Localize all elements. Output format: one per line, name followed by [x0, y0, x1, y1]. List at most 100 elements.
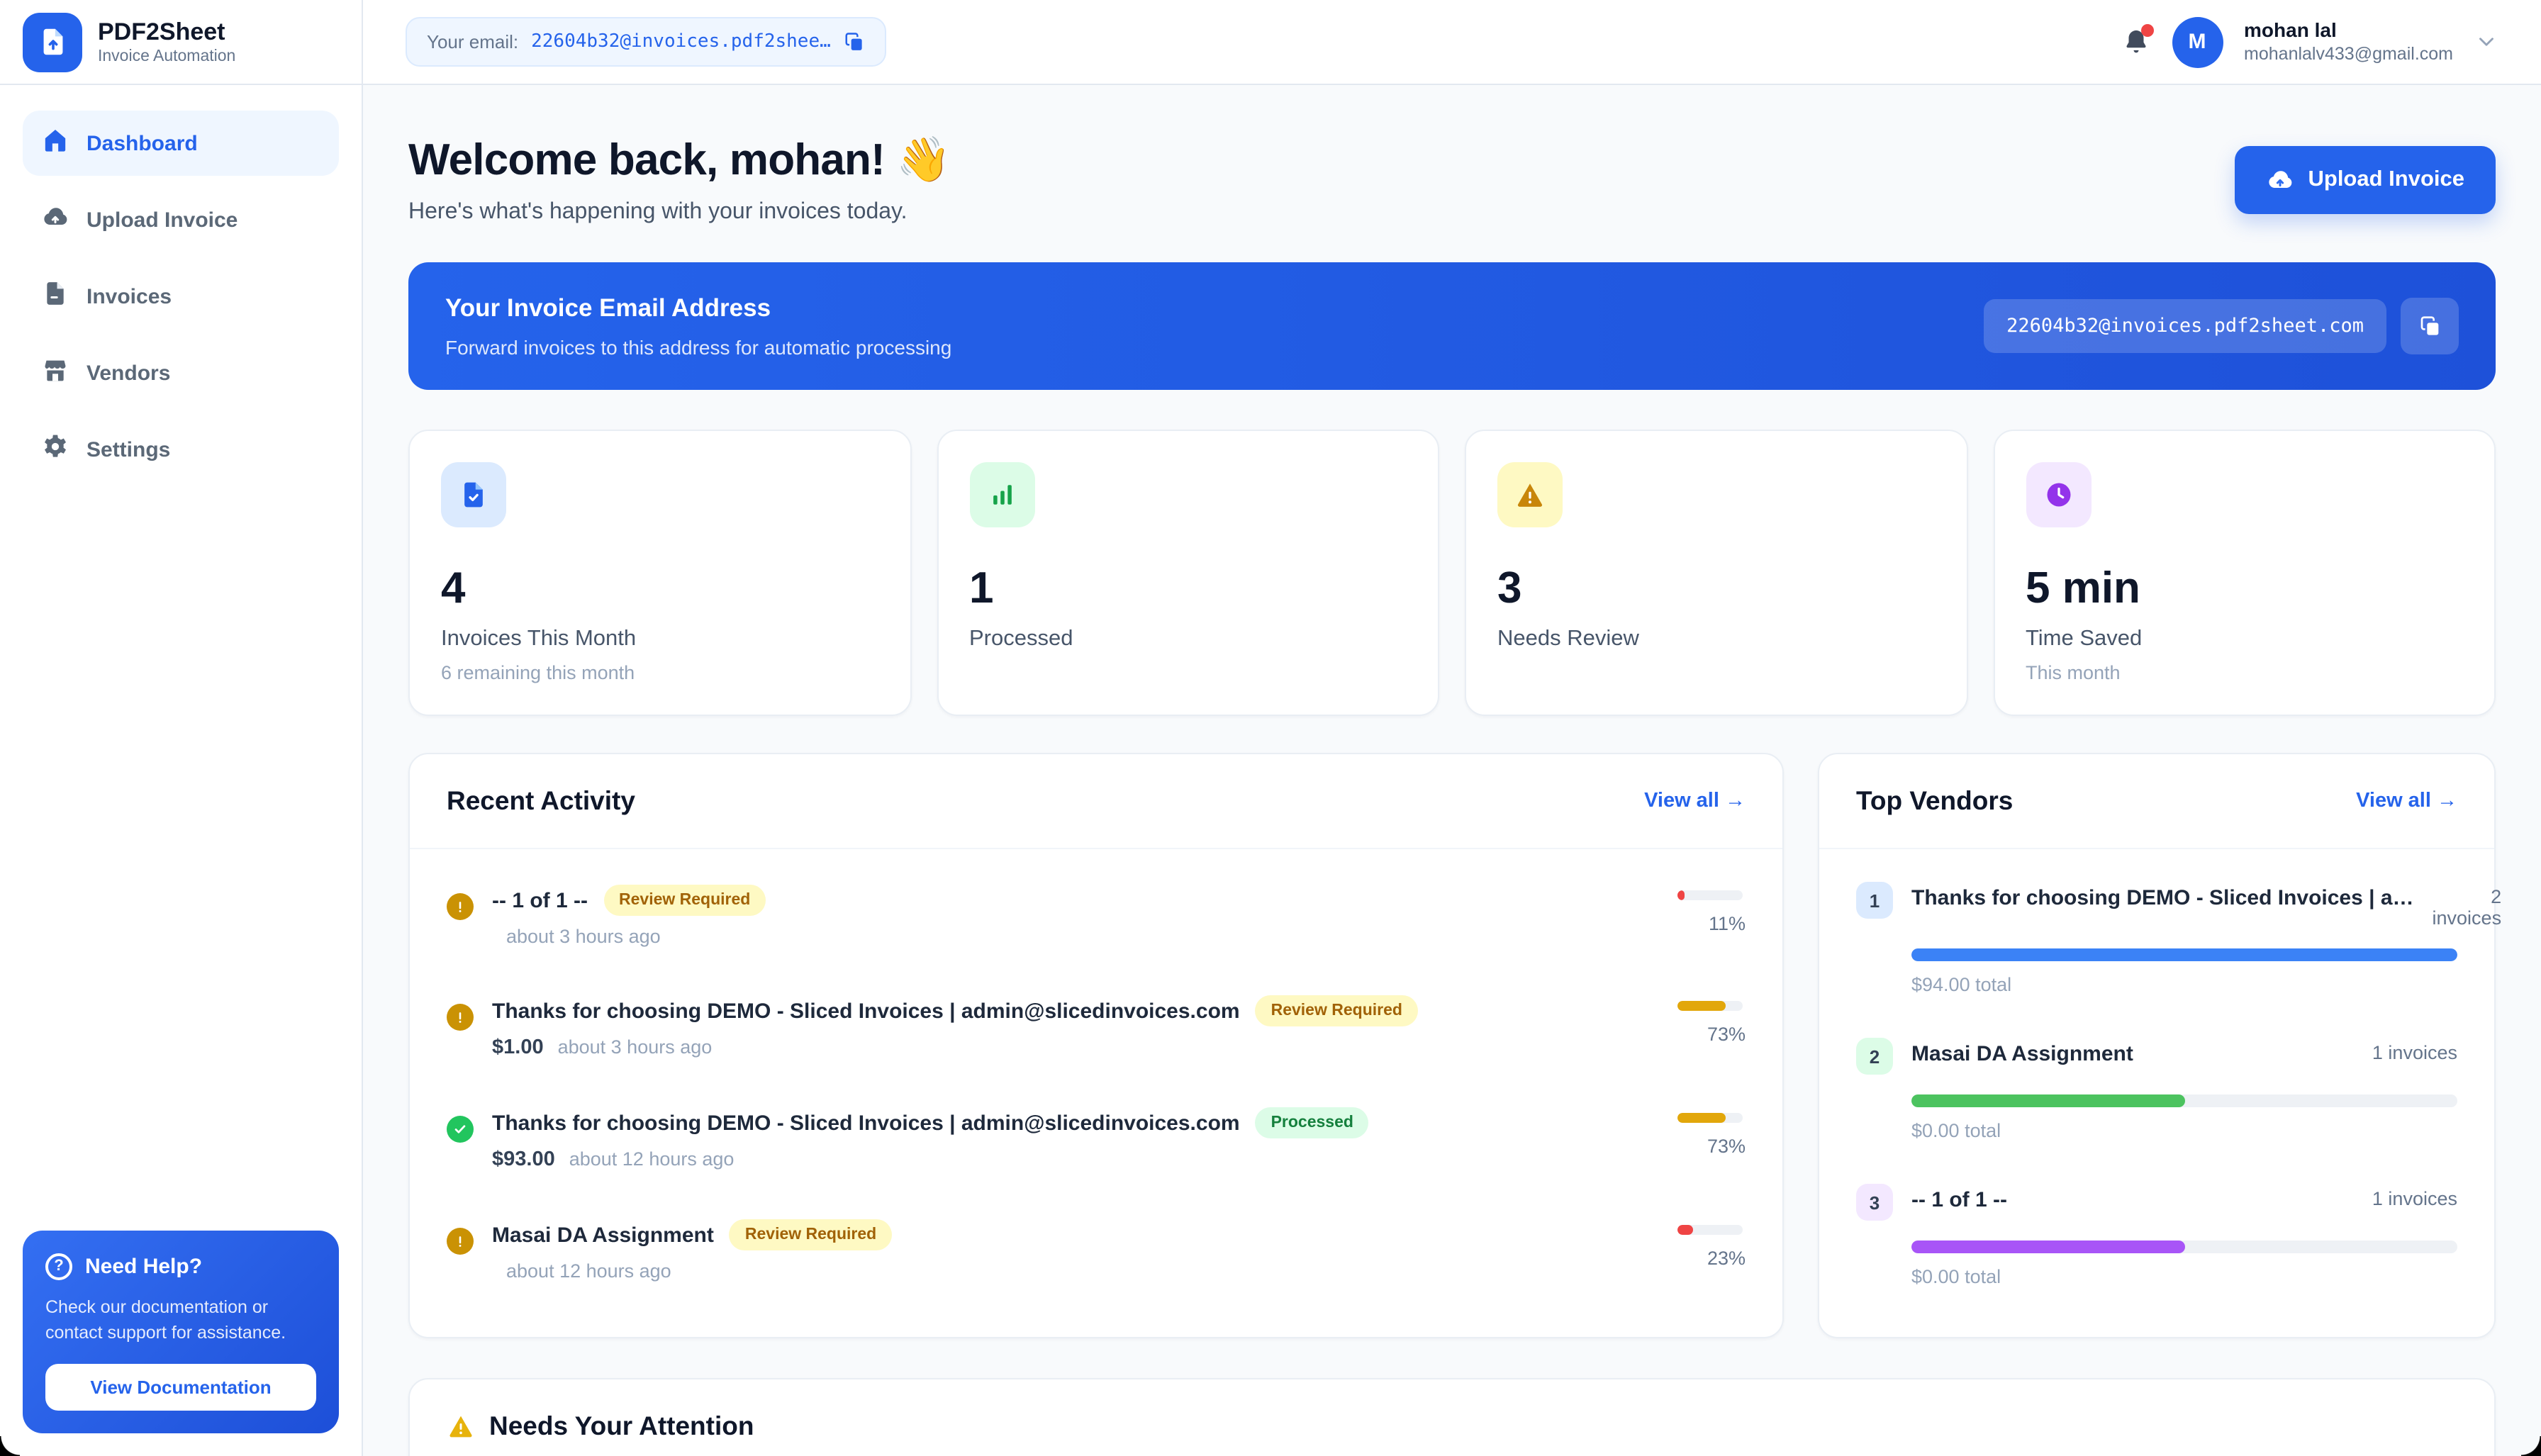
main-area: Your email: 22604b32@invoices.pdf2shee… … — [363, 0, 2541, 1456]
email-value: 22604b32@invoices.pdf2shee… — [531, 31, 831, 52]
warning-triangle-icon — [447, 1412, 475, 1440]
stat-card-invoices: 4 Invoices This Month 6 remaining this m… — [408, 430, 911, 716]
screen-corner — [2521, 1436, 2541, 1456]
sidebar-item-label: Vendors — [86, 361, 171, 385]
sidebar-item-label: Settings — [86, 437, 171, 461]
activity-row[interactable]: Thanks for choosing DEMO - Sliced Invoic… — [447, 971, 1746, 1083]
stat-sub: This month — [2026, 662, 2121, 683]
copy-icon — [2418, 315, 2441, 337]
alert-circle-icon — [447, 893, 474, 920]
vendor-name: Thanks for choosing DEMO - Sliced Invoic… — [1911, 886, 2414, 910]
top-vendors-title: Top Vendors — [1856, 785, 2014, 815]
activity-title: Thanks for choosing DEMO - Sliced Invoic… — [492, 999, 1240, 1023]
notification-badge — [2140, 24, 2154, 37]
home-icon — [41, 126, 69, 160]
warning-triangle-icon — [1497, 462, 1563, 527]
activity-time: about 12 hours ago — [569, 1148, 735, 1170]
copy-icon[interactable] — [844, 31, 865, 52]
confidence-percent: 73% — [1707, 1024, 1746, 1045]
sidebar-item-settings[interactable]: Settings — [23, 417, 339, 482]
page-subtitle: Here's what's happening with your invoic… — [408, 200, 908, 224]
invoice-email-address: 22604b32@invoices.pdf2sheet.com — [1984, 299, 2386, 353]
activity-title: -- 1 of 1 -- — [492, 888, 588, 912]
confidence-percent: 73% — [1707, 1136, 1746, 1157]
notification-bell-icon[interactable] — [2121, 24, 2154, 57]
user-meta[interactable]: mohan lal mohanlalv433@gmail.com — [2244, 18, 2453, 66]
check-circle-icon — [447, 1116, 474, 1143]
user-cluster: M mohan lal mohanlalv433@gmail.com — [2121, 16, 2498, 67]
stat-card-processed: 1 Processed — [937, 430, 1439, 716]
activity-amount: $1.00 — [492, 1036, 544, 1059]
upload-invoice-button[interactable]: Upload Invoice — [2234, 145, 2496, 213]
sidebar-item-dashboard[interactable]: Dashboard — [23, 111, 339, 176]
topbar-email-pill[interactable]: Your email: 22604b32@invoices.pdf2shee… — [406, 17, 886, 67]
stat-value: 5 min — [2026, 563, 2140, 612]
cloud-upload-icon — [41, 203, 69, 237]
activity-row[interactable]: Thanks for choosing DEMO - Sliced Invoic… — [447, 1083, 1746, 1195]
sidebar-item-vendors[interactable]: Vendors — [23, 340, 339, 405]
recent-activity-panel: Recent Activity View all → -- 1 of 1 -- … — [408, 753, 1784, 1338]
stat-sub — [969, 662, 1407, 682]
confidence-bar — [1677, 1113, 1743, 1123]
vendor-total: $94.00 total — [1911, 974, 2012, 995]
status-badge: Review Required — [603, 885, 766, 916]
status-badge: Review Required — [729, 1219, 893, 1250]
vendor-total: $0.00 total — [1911, 1266, 2001, 1287]
chevron-down-icon[interactable] — [2474, 30, 2498, 54]
upload-invoice-label: Upload Invoice — [2308, 167, 2465, 191]
banner-subtitle: Forward invoices to this address for aut… — [445, 336, 952, 359]
avatar[interactable]: M — [2172, 16, 2223, 67]
stat-value: 4 — [441, 563, 466, 612]
clock-icon — [2026, 462, 2091, 527]
alert-circle-icon — [447, 1228, 474, 1255]
stat-label: Processed — [969, 627, 1073, 651]
topbar: Your email: 22604b32@invoices.pdf2shee… … — [363, 0, 2541, 85]
brand-tagline: Invoice Automation — [98, 48, 236, 66]
vendor-invoice-count: 1 invoices — [2372, 1188, 2457, 1209]
copy-email-button[interactable] — [2401, 298, 2459, 354]
stats-row: 4 Invoices This Month 6 remaining this m… — [408, 430, 2496, 716]
vendor-name: -- 1 of 1 -- — [1911, 1188, 2007, 1212]
activity-time: about 3 hours ago — [506, 926, 661, 947]
vendor-invoice-count: 1 invoices — [2372, 1042, 2457, 1063]
activity-title: Thanks for choosing DEMO - Sliced Invoic… — [492, 1111, 1240, 1135]
help-body: Check our documentation or contact suppo… — [45, 1297, 286, 1343]
needs-attention-title: Needs Your Attention — [489, 1411, 754, 1440]
vendor-rank-badge: 1 — [1856, 882, 1893, 919]
status-badge: Review Required — [1255, 995, 1418, 1026]
vendors-view-all-link[interactable]: View all → — [2356, 790, 2457, 812]
vendor-bar — [1911, 948, 2457, 961]
activity-amount: $93.00 — [492, 1148, 555, 1171]
file-icon — [41, 279, 69, 313]
activity-row[interactable]: Masai DA Assignment Review Required abou… — [447, 1195, 1746, 1306]
help-title: Need Help? — [85, 1254, 203, 1279]
doc-check-icon — [441, 462, 506, 527]
stat-sub: 6 remaining this month — [441, 662, 635, 683]
activity-view-all-link[interactable]: View all → — [1644, 790, 1746, 812]
vendor-row: 2 Masai DA Assignment 1 invoices $0.00 t… — [1856, 1017, 2457, 1163]
confidence-bar — [1677, 890, 1743, 900]
status-badge: Processed — [1255, 1107, 1369, 1138]
recent-activity-title: Recent Activity — [447, 785, 635, 815]
store-icon — [41, 356, 69, 390]
sidebar: PDF2Sheet Invoice Automation Dashboard U… — [0, 0, 363, 1456]
view-documentation-button[interactable]: View Documentation — [45, 1364, 316, 1411]
help-card: ? Need Help? Check our documentation or … — [23, 1230, 339, 1433]
sidebar-item-invoices[interactable]: Invoices — [23, 264, 339, 329]
confidence-bar — [1677, 1225, 1743, 1235]
sidebar-item-label: Invoices — [86, 284, 172, 308]
vendor-rank-badge: 3 — [1856, 1184, 1893, 1221]
sidebar-item-upload-invoice[interactable]: Upload Invoice — [23, 187, 339, 252]
page-title: Welcome back, mohan! 👋 — [408, 135, 951, 184]
stat-card-needs-review: 3 Needs Review — [1465, 430, 1967, 716]
vendor-row: 1 Thanks for choosing DEMO - Sliced Invo… — [1856, 861, 2501, 1017]
user-name: mohan lal — [2244, 18, 2337, 41]
activity-time: about 12 hours ago — [506, 1260, 671, 1282]
stat-label: Time Saved — [2026, 627, 2143, 651]
activity-row[interactable]: -- 1 of 1 -- Review Required about 3 hou… — [447, 861, 1746, 971]
dashboard-content: Welcome back, mohan! 👋 Here's what's hap… — [363, 85, 2541, 1456]
activity-title: Masai DA Assignment — [492, 1223, 714, 1247]
activity-time: about 3 hours ago — [557, 1036, 713, 1058]
brand-text: PDF2Sheet Invoice Automation — [98, 18, 235, 65]
brand-header: PDF2Sheet Invoice Automation — [0, 0, 362, 85]
